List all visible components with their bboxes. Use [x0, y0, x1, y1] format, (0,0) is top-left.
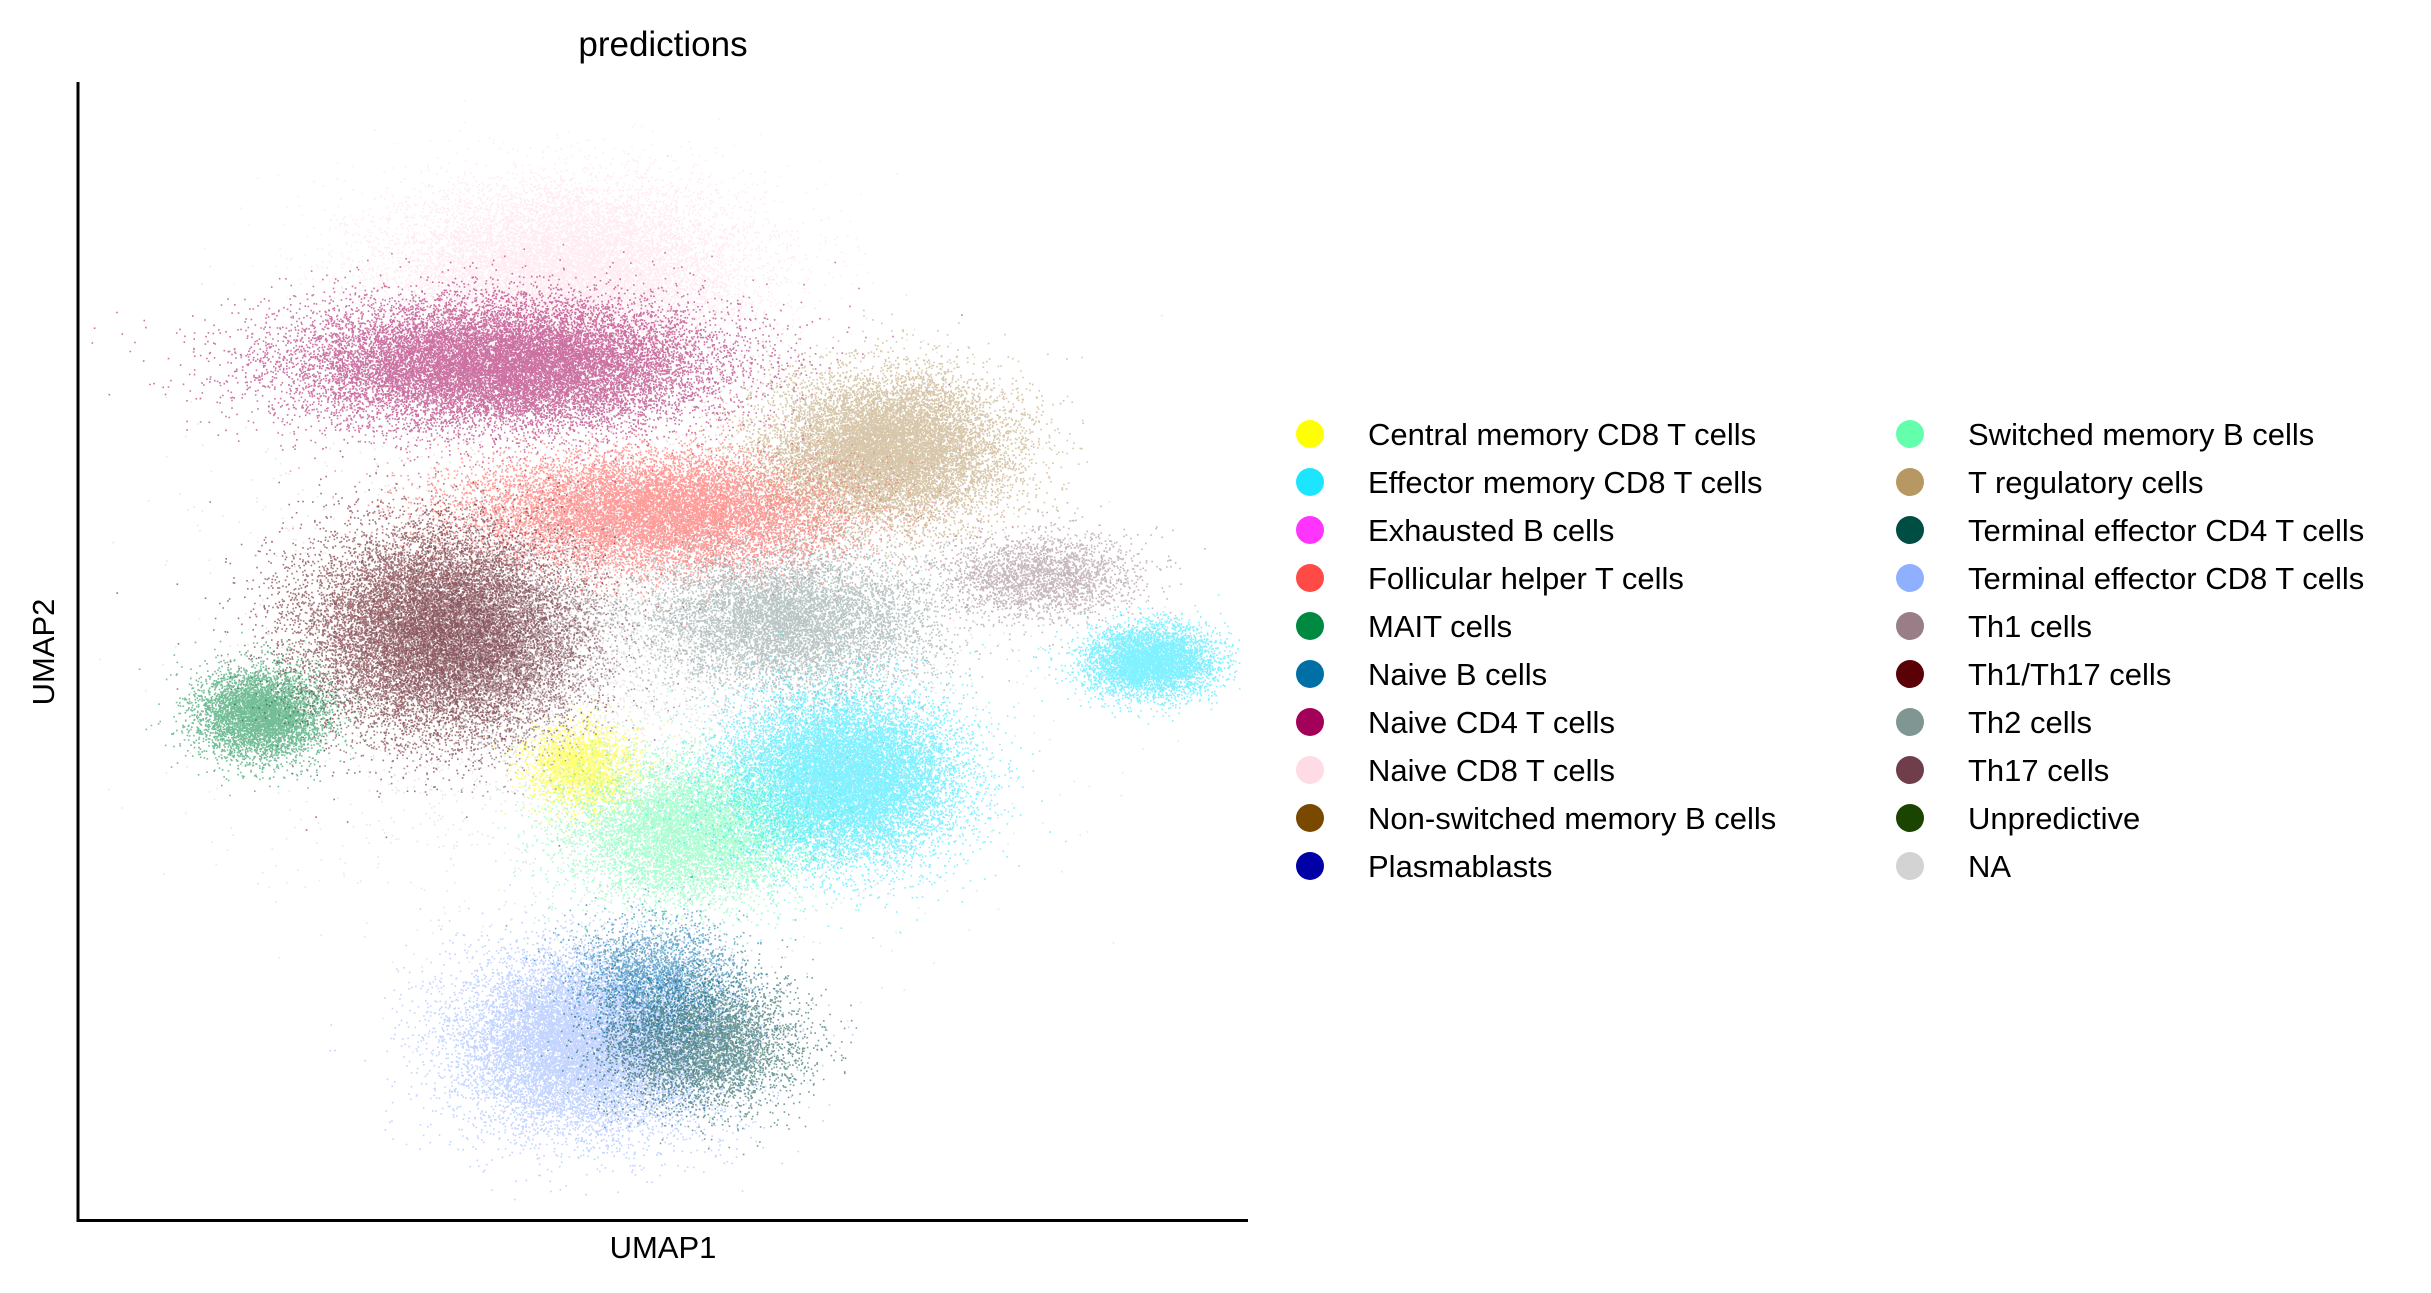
legend-label-th17-cells: Th17 cells [1968, 753, 2109, 788]
legend-label-terminal-effector-cd8-t-cells: Terminal effector CD8 T cells [1968, 561, 2364, 596]
point-cluster-effector-memory-cd8-t-cells-11 [620, 620, 1067, 939]
legend-marker-naive-b-cells [1296, 660, 1324, 688]
y-axis-label: UMAP2 [26, 599, 61, 706]
legend-label-t-regulatory-cells: T regulatory cells [1968, 465, 2203, 500]
legend-marker-terminal-effector-cd8-t-cells [1896, 564, 1924, 592]
legend-label-na: NA [1968, 849, 2011, 884]
legend-label-mait-cells: MAIT cells [1368, 609, 1512, 644]
legend-label-naive-b-cells: Naive B cells [1368, 657, 1547, 692]
legend-marker-terminal-effector-cd4-t-cells [1896, 516, 1924, 544]
legend-marker-mait-cells [1296, 612, 1324, 640]
legend-label-naive-cd4-t-cells: Naive CD4 T cells [1368, 705, 1615, 740]
legend-label-naive-cd8-t-cells: Naive CD8 T cells [1368, 753, 1615, 788]
legend-label-central-memory-cd8-t-cells: Central memory CD8 T cells [1368, 417, 1756, 452]
legend-marker-central-memory-cd8-t-cells [1296, 420, 1324, 448]
legend-label-unpredictive: Unpredictive [1968, 801, 2140, 836]
point-cluster-effector-memory-cd8-t-cells-12 [1006, 594, 1241, 725]
legend-marker-exhausted-b-cells [1296, 516, 1324, 544]
point-cluster-central-memory-cd8-t-cells-9 [493, 698, 677, 842]
legend: Central memory CD8 T cells Effector memor… [1296, 417, 2364, 884]
legend-marker-unpredictive [1896, 804, 1924, 832]
legend-marker-plasmablasts [1296, 852, 1324, 880]
scatter-points-layer [91, 100, 1241, 1201]
point-cluster-naive-cd4-t-cells-1 [91, 243, 963, 482]
legend-marker-t-regulatory-cells [1896, 468, 1924, 496]
legend-label-th1-cells: Th1 cells [1968, 609, 2092, 644]
legend-label-effector-memory-cd8-t-cells: Effector memory CD8 T cells [1368, 465, 1763, 500]
point-cluster-terminal-effector-cd4-t-cells-14 [524, 931, 858, 1156]
legend-label-non-switched-memory-b-cells: Non-switched memory B cells [1368, 801, 1776, 836]
legend-marker-th17-cells [1896, 756, 1924, 784]
legend-marker-th2-cells [1896, 708, 1924, 736]
legend-marker-follicular-helper-t-cells [1296, 564, 1324, 592]
point-cluster-terminal-effector-cd8-t-cells-13 [329, 878, 854, 1201]
legend-label-th2-cells: Th2 cells [1968, 705, 2092, 740]
legend-marker-non-switched-memory-b-cells [1296, 804, 1324, 832]
point-cluster-th1-th17-cells-5 [116, 438, 701, 847]
legend-label-exhausted-b-cells: Exhausted B cells [1368, 513, 1614, 548]
legend-marker-switched-memory-b-cells [1896, 420, 1924, 448]
legend-label-follicular-helper-t-cells: Follicular helper T cells [1368, 561, 1684, 596]
legend-label-th1-th17-cells: Th1/Th17 cells [1968, 657, 2171, 692]
point-cluster-follicular-helper-t-cells-2 [288, 397, 1014, 625]
legend-marker-na [1896, 852, 1924, 880]
legend-marker-naive-cd4-t-cells [1296, 708, 1324, 736]
point-cluster-naive-cd8-t-cells-0 [204, 100, 898, 454]
chart-title: predictions [578, 25, 747, 64]
x-axis-label: UMAP1 [610, 1230, 717, 1265]
legend-marker-th1-cells [1896, 612, 1924, 640]
point-cluster-mait-cells-8 [138, 622, 375, 797]
point-cluster-th1-cells-4 [879, 502, 1206, 647]
point-cluster-t-regulatory-cells-3 [668, 309, 1089, 585]
legend-marker-th1-th17-cells [1896, 660, 1924, 688]
legend-label-switched-memory-b-cells: Switched memory B cells [1968, 417, 2314, 452]
legend-marker-effector-memory-cd8-t-cells [1296, 468, 1324, 496]
legend-marker-naive-cd8-t-cells [1296, 756, 1324, 784]
legend-label-terminal-effector-cd4-t-cells: Terminal effector CD4 T cells [1968, 513, 2364, 548]
legend-label-plasmablasts: Plasmablasts [1368, 849, 1552, 884]
